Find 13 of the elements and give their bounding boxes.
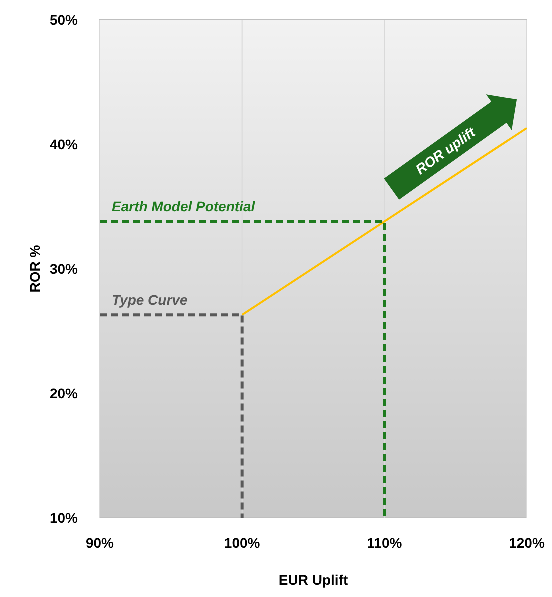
x-axis-title: EUR Uplift — [278, 572, 348, 588]
series-label: Type Curve — [112, 292, 188, 308]
y-tick-label: 10% — [50, 510, 79, 526]
y-tick-label: 40% — [50, 136, 79, 152]
series-label: Earth Model Potential — [112, 198, 256, 215]
y-tick-label: 30% — [50, 261, 79, 277]
x-tick-label: 110% — [367, 535, 403, 551]
y-tick-label: 20% — [50, 386, 79, 402]
x-tick-label: 100% — [224, 535, 261, 551]
y-axis-title: ROR % — [27, 244, 43, 293]
x-tick-label: 90% — [86, 535, 115, 551]
y-tick-label: 50% — [50, 12, 79, 28]
x-tick-label: 120% — [509, 535, 546, 551]
